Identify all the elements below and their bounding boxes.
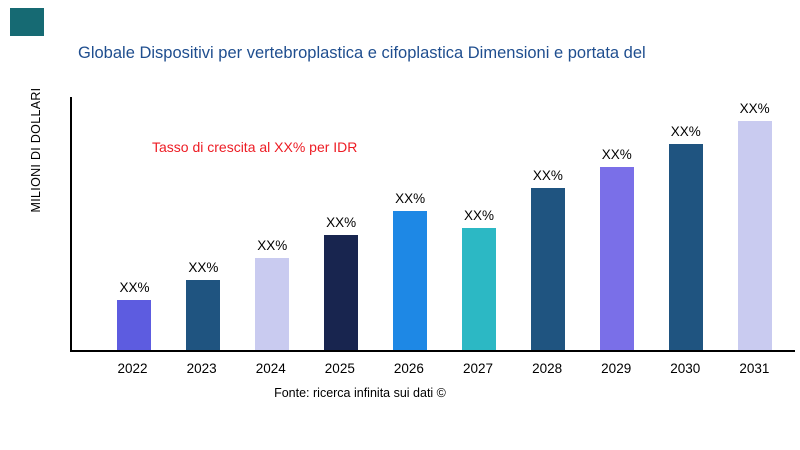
bar-2023	[186, 279, 221, 350]
bar-slot: XX%	[307, 97, 376, 350]
bar-slot: XX%	[720, 97, 789, 350]
bar-2022	[117, 300, 152, 350]
x-tick-label: 2027	[462, 361, 494, 376]
logo-mark	[10, 8, 44, 36]
bar-value-label: XX%	[601, 147, 632, 163]
x-axis-ticks: 2022 2023 2024 2025 2026 2027 2028 2029 2030 2031	[70, 352, 795, 376]
bar-slot: XX%	[445, 97, 514, 350]
bar-2026	[393, 211, 428, 350]
bar-slot: XX%	[651, 97, 720, 350]
bar-slot: XX%	[238, 97, 307, 350]
x-tick-label: 2028	[532, 361, 563, 376]
x-tick-label: 2022	[117, 361, 148, 376]
bar-2025	[324, 234, 359, 350]
bar-value-label: XX%	[326, 214, 357, 230]
x-tick-label: 2030	[670, 361, 701, 376]
bar-slot: XX%	[100, 97, 169, 350]
x-tick-label: 2026	[393, 361, 424, 376]
x-tick-label: 2024	[255, 361, 286, 376]
source-attribution: Fonte: ricerca infinita sui dati ©	[274, 386, 446, 400]
bar-value-label: XX%	[739, 100, 770, 116]
chart-title: Globale Dispositivi per vertebroplastica…	[78, 44, 646, 62]
bar-value-label: XX%	[532, 168, 563, 184]
bars-container: XX% XX% XX% XX% XX% XX% XX% XX% XX% XX%	[72, 97, 795, 350]
bar-2030	[668, 143, 703, 350]
plot-area: Tasso di crescita al XX% per IDR XX% XX% X…	[70, 97, 795, 352]
x-tick-label: 2023	[186, 361, 217, 376]
bar-value-label: XX%	[395, 191, 426, 207]
growth-annotation: Tasso di crescita al XX% per IDR	[152, 139, 358, 155]
bar-2024	[255, 257, 290, 350]
bar-slot: XX%	[169, 97, 238, 350]
bar-value-label: XX%	[670, 123, 701, 139]
bar-slot: XX%	[513, 97, 582, 350]
bar-value-label: XX%	[188, 259, 219, 275]
x-tick-label: 2029	[601, 361, 632, 376]
plot-wrap: Tasso di crescita al XX% per IDR XX% XX% X…	[70, 97, 795, 376]
bar-value-label: XX%	[463, 207, 494, 223]
bar-2027	[461, 227, 496, 350]
bar-value-label: XX%	[119, 280, 150, 296]
bar-slot: XX%	[582, 97, 651, 350]
x-tick-label: 2025	[324, 361, 355, 376]
bar-slot: XX%	[376, 97, 445, 350]
bar-2031	[737, 120, 772, 350]
x-tick-label: 2031	[739, 361, 770, 376]
bar-2028	[530, 188, 565, 350]
bar-2029	[599, 167, 634, 350]
y-axis-label: MILIONI DI DOLLARI	[29, 87, 43, 213]
bar-value-label: XX%	[257, 237, 288, 253]
